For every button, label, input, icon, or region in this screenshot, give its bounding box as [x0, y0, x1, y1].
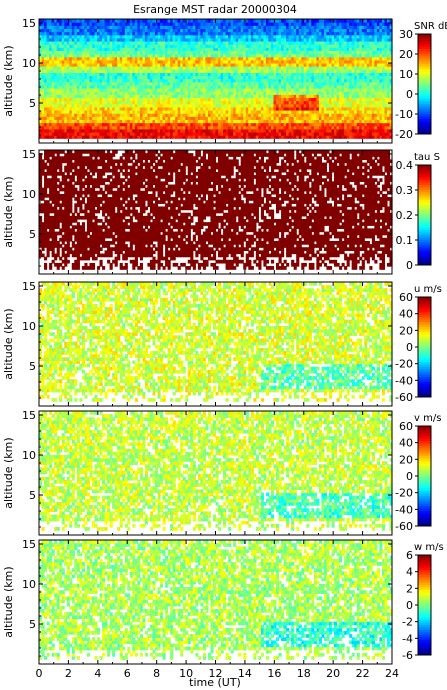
figure-title: Esrange MST radar 20000304	[133, 3, 297, 16]
heatmap-SNR	[39, 19, 393, 139]
